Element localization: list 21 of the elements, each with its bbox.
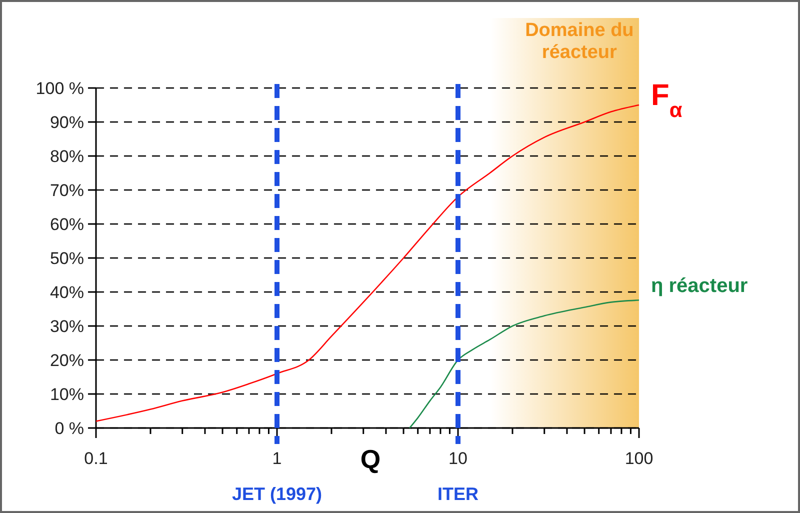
y-tick-label: 100 % <box>36 79 84 98</box>
y-tick-label: 90% <box>50 113 84 132</box>
series-label: η réacteur <box>651 275 748 298</box>
ref-line-label: JET (1997) <box>232 484 322 504</box>
x-tick-label: 100 <box>624 449 654 468</box>
ref-line-label: ITER <box>437 484 479 504</box>
x-tick-label: 1 <box>272 449 282 468</box>
y-tick-label: 30% <box>50 317 84 336</box>
y-tick-label: 10% <box>50 385 84 404</box>
y-tick-label: 40% <box>50 283 84 302</box>
y-tick-label: 60% <box>50 215 84 234</box>
y-tick-label: 0 % <box>54 419 84 438</box>
band-label: Domaine du réacteur <box>525 20 634 63</box>
y-tick-label: 20% <box>50 351 84 370</box>
x-axis-title: Q <box>360 444 381 474</box>
y-tick-label: 70% <box>50 181 84 200</box>
x-tick-label: 0.1 <box>84 449 108 468</box>
series-label: F$_{α}$ <box>651 79 682 122</box>
y-tick-label: 50% <box>50 249 84 268</box>
y-tick-label: 80% <box>50 147 84 166</box>
x-tick-label: 10 <box>448 449 468 468</box>
